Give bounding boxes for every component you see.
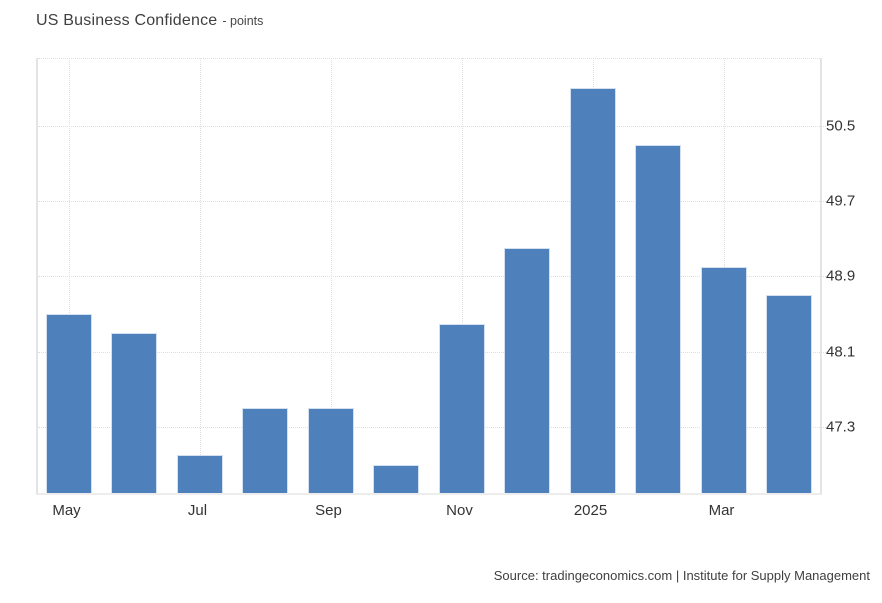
y-axis-label-48-9: 48.9 bbox=[826, 267, 856, 285]
y-tick-mark bbox=[820, 125, 826, 127]
bar-apr-2025[interactable] bbox=[766, 295, 812, 493]
y-tick-mark bbox=[820, 201, 826, 203]
y-gridline-47-3 bbox=[38, 427, 820, 429]
bar-jan-2025[interactable] bbox=[569, 88, 616, 493]
y-tick-mark bbox=[820, 276, 826, 278]
bar-aug-2024[interactable] bbox=[242, 408, 288, 493]
plot-top-border bbox=[38, 58, 820, 59]
x-axis-label-may: May bbox=[52, 502, 81, 519]
bar-feb-2025[interactable] bbox=[635, 144, 681, 493]
x-gridline-sep bbox=[330, 58, 332, 493]
x-gridline-nov bbox=[461, 58, 463, 493]
y-gridline-50-5 bbox=[38, 125, 820, 127]
y-tick-mark bbox=[820, 351, 826, 353]
bar-sep-2024[interactable] bbox=[307, 408, 354, 493]
bar-may-2024[interactable] bbox=[45, 314, 92, 493]
y-axis-label-49-7: 49.7 bbox=[826, 192, 856, 210]
bar-dec-2024[interactable] bbox=[504, 248, 550, 493]
chart-header: US Business Confidence - points bbox=[36, 12, 263, 30]
y-gridline-48-9 bbox=[38, 276, 820, 278]
source-attribution: Source: tradingeconomics.com | Institute… bbox=[493, 568, 870, 583]
y-axis-label-50-5: 50.5 bbox=[826, 117, 856, 135]
bar-oct-2024[interactable] bbox=[373, 464, 419, 493]
plot-area bbox=[36, 58, 822, 495]
x-gridline-jul bbox=[199, 58, 201, 493]
x-axis-label-2025: 2025 bbox=[573, 502, 608, 519]
y-tick-mark bbox=[820, 427, 826, 429]
bar-jun-2024[interactable] bbox=[111, 332, 157, 493]
y-axis-label-47-3: 47.3 bbox=[826, 418, 856, 436]
bar-jul-2024[interactable] bbox=[176, 455, 223, 493]
x-axis-label-jul: Jul bbox=[187, 502, 208, 519]
y-gridline-49-7 bbox=[38, 201, 820, 203]
chart-subtitle: - points bbox=[222, 14, 264, 28]
x-axis-label-sep: Sep bbox=[315, 502, 342, 519]
x-axis-label-nov: Nov bbox=[446, 502, 473, 519]
y-axis-label-48-1: 48.1 bbox=[826, 343, 856, 361]
y-gridline-48-1 bbox=[38, 351, 820, 353]
bar-nov-2024[interactable] bbox=[438, 323, 485, 493]
bar-mar-2025[interactable] bbox=[700, 267, 747, 493]
x-axis-label-mar: Mar bbox=[708, 502, 735, 519]
x-gridline-may bbox=[68, 58, 70, 493]
chart-title: US Business Confidence bbox=[36, 12, 218, 29]
